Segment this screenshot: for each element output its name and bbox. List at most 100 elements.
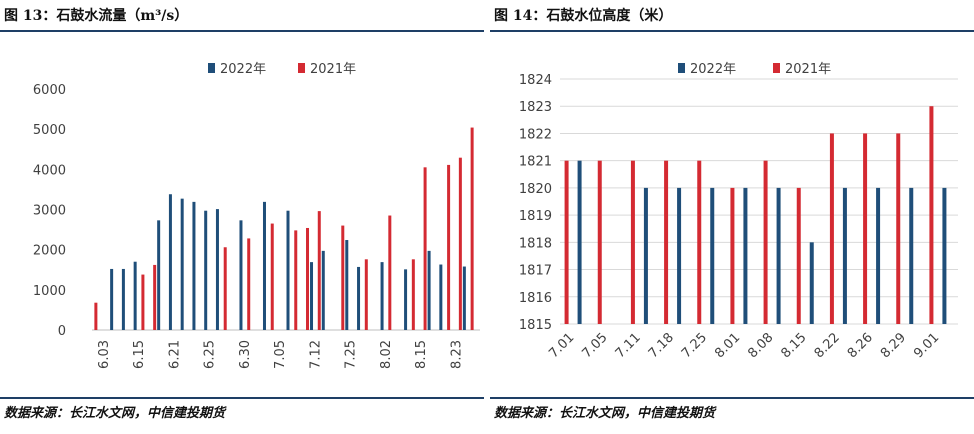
bottom-rule (0, 397, 484, 399)
bar-2022 (427, 250, 431, 330)
bar-2022 (215, 209, 219, 330)
bar-2021 (458, 157, 462, 330)
bar-2021 (470, 127, 474, 330)
top-rule (490, 30, 974, 32)
bar-2022 (357, 266, 361, 330)
bar-2021 (294, 230, 298, 330)
bar-2022 (286, 210, 290, 330)
bar-2021 (94, 302, 98, 330)
bar-2022 (876, 187, 881, 324)
bar-2022 (439, 264, 443, 330)
y-tick-label: 1817 (519, 264, 552, 279)
bar-2021 (411, 259, 415, 330)
x-tick-label: 8.15 (414, 340, 429, 369)
top-rule (0, 30, 484, 32)
x-tick-label: 6.30 (238, 340, 253, 369)
x-tick-label: 6.15 (132, 340, 147, 369)
x-tick-label: 8.29 (878, 330, 909, 361)
x-tick-label: 6.25 (203, 340, 218, 369)
figure-14-source: 数据来源：长江水文网，中信建投期货 (494, 406, 716, 421)
y-tick-label: 1818 (519, 236, 552, 251)
bar-2022 (239, 220, 243, 330)
legend-label: 2022年 (690, 62, 736, 77)
x-tick-label: 8.23 (449, 340, 464, 369)
y-tick-label: 3000 (33, 204, 66, 219)
y-tick-label: 1819 (519, 209, 552, 224)
bar-2021 (863, 133, 868, 324)
bar-2021 (317, 211, 321, 330)
y-tick-label: 6000 (33, 83, 66, 98)
x-tick-label: 8.08 (745, 330, 776, 361)
water-level-chart: 1815 1816 1817 1818 1819 1820 1821 1822 1823 1824… (519, 62, 958, 361)
bar-2022 (909, 187, 914, 324)
bar-2022 (710, 187, 715, 324)
bar-2021 (270, 223, 274, 330)
bar-2021 (447, 164, 451, 330)
x-tick-label: 8.01 (712, 330, 743, 361)
bar-2022 (321, 250, 325, 330)
x-tick-label: 8.15 (778, 330, 809, 361)
legend-swatch (773, 63, 780, 73)
bar-2022 (345, 240, 349, 330)
x-tick-label: 7.25 (344, 340, 359, 369)
bar-2021 (697, 160, 702, 324)
bar-2021 (141, 274, 145, 330)
bar-2021 (153, 264, 157, 330)
bar-2022 (133, 261, 137, 330)
bar-2021 (423, 167, 427, 330)
right-figure-panel: 图 14：石鼓水位高度（米） 1815 1816 1817 1818 1819 1820 1… (490, 0, 974, 434)
bar-2022 (677, 187, 682, 324)
y-tick-label: 2000 (33, 244, 66, 259)
bar-2022 (743, 187, 748, 324)
bottom-rule (490, 397, 974, 399)
bar-2022 (168, 194, 172, 330)
x-tick-label: 6.21 (167, 340, 182, 369)
bar-2022 (121, 268, 125, 330)
y-tick-label: 1821 (519, 155, 552, 170)
x-tick-label: 8.22 (812, 330, 843, 361)
x-tick-label: 9.01 (911, 330, 942, 361)
x-tick-label: 7.11 (613, 330, 644, 361)
y-tick-label: 1824 (519, 73, 552, 88)
bar-2022 (192, 201, 196, 330)
y-tick-label: 1815 (519, 318, 552, 333)
bar-2021 (796, 187, 801, 324)
bar-2021 (597, 160, 602, 324)
x-tick-label: 6.03 (97, 340, 112, 369)
legend-swatch (678, 63, 685, 73)
bar-2021 (896, 133, 901, 324)
bar-2022 (643, 187, 648, 324)
flow-rate-chart: 0 1000 2000 3000 4000 5000 6000 6.03 6.15 6.21 6.2… (33, 62, 480, 369)
figure-13-title: 图 13：石鼓水流量（m³/s） (4, 8, 189, 24)
y-tick-label: 1820 (519, 182, 552, 197)
bar-2021 (664, 160, 669, 324)
bar-2022 (180, 198, 184, 330)
bar-2021 (730, 187, 735, 324)
legend-label: 2021年 (785, 62, 831, 77)
y-tick-label: 0 (58, 324, 66, 339)
bar-2022 (809, 242, 814, 324)
legend-swatch (298, 63, 305, 73)
bar-2022 (776, 187, 781, 324)
bar-2022 (404, 269, 408, 330)
bar-2022 (262, 201, 266, 330)
bar-2022 (942, 187, 947, 324)
legend-label: 2021年 (310, 62, 356, 77)
y-tick-label: 5000 (33, 123, 66, 138)
bar-2021 (247, 238, 251, 330)
y-tick-label: 4000 (33, 163, 66, 178)
left-figure-panel: 图 13：石鼓水流量（m³/s） 0 1000 2000 3000 4000 5000 60… (0, 0, 484, 434)
x-tick-label: 7.01 (546, 330, 577, 361)
y-tick-label: 1822 (519, 127, 552, 142)
bar-2021 (223, 247, 227, 330)
bar-2021 (763, 160, 768, 324)
bar-2022 (842, 187, 847, 324)
bar-2021 (630, 160, 635, 324)
bar-2022 (380, 262, 384, 330)
bar-2022 (110, 268, 114, 330)
bar-2021 (341, 225, 345, 330)
bar-2021 (929, 106, 934, 324)
bar-2022 (157, 220, 161, 330)
x-tick-label: 7.25 (679, 330, 710, 361)
bar-2022 (204, 210, 208, 330)
